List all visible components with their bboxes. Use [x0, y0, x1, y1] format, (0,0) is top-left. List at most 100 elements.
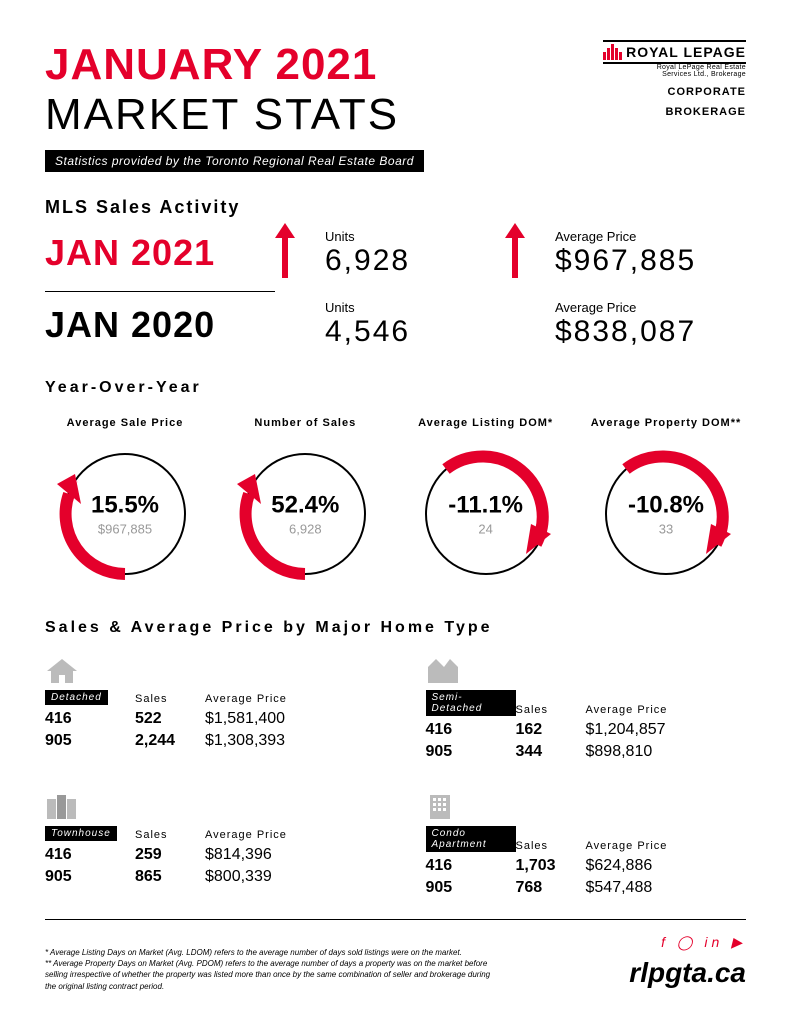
semi-detached-block: Semi-Detached Sales Average Price 416 16…	[426, 657, 747, 763]
price-2021: $967,885	[555, 244, 735, 278]
units-2021: 6,928	[325, 244, 505, 278]
footnotes: * Average Listing Days on Market (Avg. L…	[45, 919, 746, 992]
house-icon	[45, 657, 79, 685]
region-416: 416	[426, 721, 516, 739]
home-type-tag: Townhouse	[45, 826, 117, 841]
yoy-percent: -11.1%	[448, 492, 523, 520]
col-sales: Sales	[516, 704, 586, 716]
units-label: Units	[325, 229, 505, 244]
price-label: Average Price	[555, 300, 735, 315]
yoy-sub: 6,928	[271, 522, 339, 537]
price-value: $814,396	[205, 846, 305, 864]
logo-subtitle: Royal LePage Real EstateServices Ltd., B…	[657, 64, 746, 78]
region-416: 416	[426, 857, 516, 875]
yoy-percent: 15.5%	[91, 492, 159, 520]
region-905: 905	[426, 743, 516, 761]
townhouse-icon	[45, 793, 79, 821]
footnote-ldom: * Average Listing Days on Market (Avg. L…	[45, 947, 495, 958]
col-sales: Sales	[135, 693, 205, 705]
title-block: JANUARY 2021 MARKET STATS	[45, 40, 603, 140]
price-2020: $838,087	[555, 315, 735, 349]
title-month: JANUARY 2021	[45, 40, 603, 90]
mls-activity-title: MLS Sales Activity	[45, 197, 746, 218]
home-type-title: Sales & Average Price by Major Home Type	[45, 619, 746, 637]
detached-block: Detached Sales Average Price 416 522 $1,…	[45, 657, 366, 763]
yoy-avg-sale-price: Average Sale Price 15.5% $967,885	[45, 417, 205, 584]
linkedin-icon: in	[704, 934, 723, 950]
sales-value: 2,244	[135, 732, 205, 750]
arrow-up-icon	[275, 223, 325, 283]
activity-2020-row: JAN 2020 Units 4,546 Average Price $838,…	[45, 300, 746, 349]
sales-value: 768	[516, 879, 586, 897]
price-value: $1,581,400	[205, 710, 305, 728]
price-value: $547,488	[586, 879, 686, 897]
condo-block: Condo Apartment Sales Average Price 416 …	[426, 793, 747, 899]
region-905: 905	[45, 868, 135, 886]
region-416: 416	[45, 846, 135, 864]
home-type-grid: Detached Sales Average Price 416 522 $1,…	[45, 657, 746, 899]
year-2020: JAN 2020	[45, 304, 275, 346]
website-url: rlpgta.ca	[629, 953, 746, 992]
facebook-icon: f	[661, 934, 669, 950]
units-2020: 4,546	[325, 315, 505, 349]
year-2021: JAN 2021	[45, 232, 275, 274]
yoy-property-dom: Average Property DOM** -10.8% 33	[586, 417, 746, 584]
col-price: Average Price	[586, 840, 686, 852]
header: JANUARY 2021 MARKET STATS ROYAL LEPAGE R…	[45, 40, 746, 140]
yoy-number-sales: Number of Sales 52.4% 6,928	[225, 417, 385, 584]
logo-text: ROYAL LEPAGE	[626, 44, 746, 60]
price-value: $1,204,857	[586, 721, 686, 739]
corporate-label: CORPORATE	[603, 86, 746, 98]
sales-value: 162	[516, 721, 586, 739]
sales-value: 865	[135, 868, 205, 886]
condo-icon	[426, 793, 454, 821]
home-type-tag: Condo Apartment	[426, 826, 516, 852]
price-value: $898,810	[586, 743, 686, 761]
sales-value: 1,703	[516, 857, 586, 875]
yoy-label: Number of Sales	[225, 417, 385, 429]
logo-block: ROYAL LEPAGE Royal LePage Real EstateSer…	[603, 40, 746, 140]
yoy-label: Average Property DOM**	[586, 417, 746, 429]
col-sales: Sales	[516, 840, 586, 852]
price-value: $800,339	[205, 868, 305, 886]
source-bar: Statistics provided by the Toronto Regio…	[45, 150, 424, 172]
semi-house-icon	[426, 657, 460, 685]
activity-2021-row: JAN 2021 Units 6,928 Average Price $967,…	[45, 223, 746, 283]
yoy-percent: 52.4%	[271, 492, 339, 520]
sales-value: 344	[516, 743, 586, 761]
sales-value: 522	[135, 710, 205, 728]
sales-value: 259	[135, 846, 205, 864]
yoy-title: Year-Over-Year	[45, 379, 746, 397]
col-price: Average Price	[205, 829, 305, 841]
yoy-listing-dom: Average Listing DOM* -11.1% 24	[406, 417, 566, 584]
title-market-stats: MARKET STATS	[45, 90, 603, 140]
col-sales: Sales	[135, 829, 205, 841]
yoy-percent: -10.8%	[628, 492, 704, 520]
price-label: Average Price	[555, 229, 735, 244]
home-type-tag: Semi-Detached	[426, 690, 516, 716]
instagram-icon: ◯	[677, 934, 697, 950]
units-label: Units	[325, 300, 505, 315]
home-type-tag: Detached	[45, 690, 108, 705]
youtube-icon: ▶	[731, 934, 746, 950]
price-value: $1,308,393	[205, 732, 305, 750]
royal-lepage-logo: ROYAL LEPAGE Royal LePage Real EstateSer…	[603, 40, 746, 78]
region-416: 416	[45, 710, 135, 728]
yoy-sub: 24	[448, 522, 523, 537]
yoy-circles-row: Average Sale Price 15.5% $967,885 Number…	[45, 417, 746, 584]
yoy-sub: $967,885	[91, 522, 159, 537]
footnote-pdom: ** Average Property Days on Market (Avg.…	[45, 958, 495, 992]
social-icons: f ◯ in ▶	[629, 933, 746, 953]
col-price: Average Price	[205, 693, 305, 705]
brokerage-label: BROKERAGE	[603, 106, 746, 118]
yoy-label: Average Listing DOM*	[406, 417, 566, 429]
yoy-sub: 33	[628, 522, 704, 537]
region-905: 905	[45, 732, 135, 750]
yoy-label: Average Sale Price	[45, 417, 205, 429]
townhouse-block: Townhouse Sales Average Price 416 259 $8…	[45, 793, 366, 899]
arrow-up-icon	[505, 223, 555, 283]
year-divider	[45, 291, 275, 292]
region-905: 905	[426, 879, 516, 897]
col-price: Average Price	[586, 704, 686, 716]
price-value: $624,886	[586, 857, 686, 875]
